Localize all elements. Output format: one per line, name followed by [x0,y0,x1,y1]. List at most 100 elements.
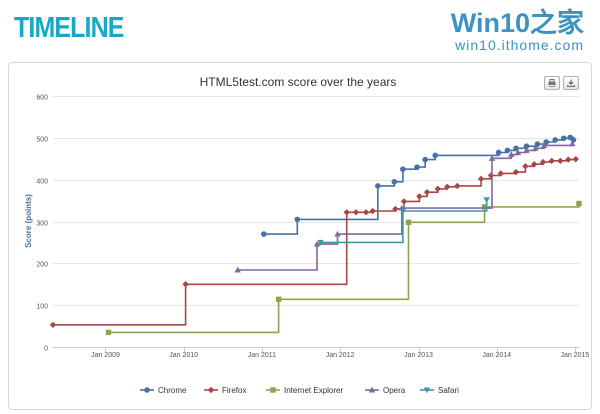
x-tick-label: Jan 2011 [248,352,276,359]
legend-item-chrome[interactable]: Chrome [140,386,187,395]
axis-layer: 0 100 200 300 400 500 600 Jan 2009 Jan 2010 Jan 2… [36,95,589,360]
legend-item-safari[interactable]: Safari [420,386,459,395]
data-point-internet-explorer[interactable] [105,329,112,336]
data-point-internet-explorer[interactable] [275,296,282,303]
legend-marker-safari[interactable] [423,387,431,394]
data-point-firefox[interactable] [512,168,520,176]
data-point-opera[interactable] [508,151,515,158]
x-tick-label: Jan 2012 [326,352,355,359]
y-tick-label: 300 [36,221,48,228]
data-point-opera[interactable] [532,144,539,151]
data-point-chrome[interactable] [560,135,567,142]
data-point-firefox[interactable] [369,207,376,215]
brand-watermark: Win10之家 win10.ithome.com [451,8,584,52]
data-point-internet-explorer[interactable] [481,204,488,210]
data-point-chrome[interactable] [552,137,559,143]
data-point-firefox[interactable] [182,281,189,288]
series-firefox [49,155,579,329]
data-point-firefox[interactable] [477,175,485,183]
y-tick-label: 100 [36,304,48,311]
data-point-firefox[interactable] [497,170,504,177]
legend-label: Safari [438,386,459,395]
x-tick-label: Jan 2013 [404,352,433,359]
data-point-chrome[interactable] [513,145,519,152]
printer-icon [548,79,556,87]
data-point-firefox[interactable] [548,157,555,165]
data-point-safari[interactable] [317,239,324,246]
data-point-firefox[interactable] [400,198,408,205]
brand-title: Win10之家 [450,8,584,38]
data-point-firefox[interactable] [434,185,442,193]
data-point-firefox[interactable] [343,209,350,216]
data-point-opera[interactable] [234,266,241,273]
data-point-chrome[interactable] [414,164,420,170]
legend-item-internet-explorer[interactable]: Internet Explorer [266,386,343,395]
x-tick-label: Jan 2009 [91,352,120,359]
data-point-chrome[interactable] [400,166,406,173]
data-point-chrome[interactable] [570,137,577,143]
legend-label: Chrome [158,386,187,395]
y-tick-label: 600 [36,95,48,102]
y-tick-label: 500 [36,137,48,144]
x-tick-label: Jan 2015 [561,352,590,359]
grid-layer [53,96,579,348]
data-point-internet-explorer[interactable] [576,200,582,207]
data-point-chrome[interactable] [391,178,398,185]
brand-url: win10.ithome.com [455,37,584,53]
print-button[interactable] [544,76,560,90]
y-axis-title: Score (points) [24,194,33,248]
legend-label: Firefox [222,386,246,395]
data-point-firefox[interactable] [416,193,423,200]
legend-item-firefox[interactable]: Firefox [204,386,246,395]
data-point-firefox[interactable] [531,160,538,168]
data-point-firefox[interactable] [522,163,529,170]
legend-marker-firefox[interactable] [207,386,215,394]
data-point-firefox[interactable] [572,155,579,163]
data-point-safari[interactable] [399,208,407,215]
data-point-opera[interactable] [313,240,321,247]
y-tick-label: 200 [36,262,48,269]
y-tick-label: 400 [36,179,48,186]
timeline-logo: TIMELINE [14,12,124,44]
data-point-firefox[interactable] [423,189,431,196]
data-point-firefox[interactable] [565,156,572,163]
data-point-firefox[interactable] [362,209,370,216]
data-point-firefox[interactable] [454,182,461,190]
data-point-opera[interactable] [514,149,522,155]
data-point-firefox[interactable] [487,172,495,179]
data-point-opera[interactable] [488,155,496,161]
data-point-firefox[interactable] [444,183,451,190]
legend-item-opera[interactable]: Opera [365,386,406,395]
data-point-chrome[interactable] [504,147,511,154]
chart-title: HTML5test.com score over the years [200,75,397,89]
data-point-opera[interactable] [523,147,530,153]
data-point-chrome[interactable] [523,143,530,149]
data-point-firefox[interactable] [49,321,57,329]
data-point-chrome[interactable] [375,183,381,189]
y-tick-label: 0 [44,346,48,353]
legend-marker-chrome[interactable] [144,387,150,393]
data-point-chrome[interactable] [432,152,439,159]
data-point-firefox[interactable] [352,209,360,216]
data-point-chrome[interactable] [261,231,267,237]
data-point-firefox[interactable] [392,205,399,213]
data-point-opera[interactable] [540,142,548,148]
data-point-firefox[interactable] [539,158,547,166]
data-point-chrome[interactable] [294,216,301,223]
legend: Chrome Firefox Internet Explorer Opera Safar… [140,386,459,395]
legend-label: Internet Explorer [284,386,343,395]
legend-marker-opera[interactable] [368,386,376,393]
data-point-internet-explorer[interactable] [405,219,412,226]
data-point-firefox[interactable] [557,157,564,165]
data-point-chrome[interactable] [534,141,541,147]
x-tick-label: Jan 2010 [169,352,198,359]
data-point-chrome[interactable] [495,149,502,156]
data-point-chrome[interactable] [422,156,428,163]
export-button[interactable] [563,76,579,90]
data-point-opera[interactable] [569,140,576,147]
data-point-opera[interactable] [334,230,341,237]
data-point-safari[interactable] [483,197,490,204]
legend-marker-internet-explorer[interactable] [270,387,276,393]
legend-label: Opera [383,386,406,395]
